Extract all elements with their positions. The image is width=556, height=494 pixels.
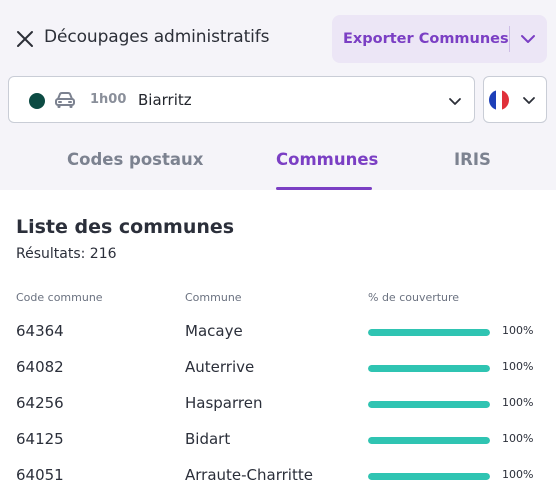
isochrone-selector[interactable]: 1h00 Biarritz xyxy=(8,76,475,123)
close-icon xyxy=(17,31,33,47)
coverage-label: 100% xyxy=(502,432,534,445)
coverage-label: 100% xyxy=(502,396,534,409)
duration-label: 1h00 xyxy=(90,92,127,107)
export-button[interactable]: Exporter Communes xyxy=(332,15,547,63)
list-title: Liste des communes xyxy=(16,216,235,238)
country-selector[interactable] xyxy=(483,76,547,123)
chevron-down-icon xyxy=(521,35,536,43)
commune-code: 64051 xyxy=(16,466,64,484)
panel-title: Découpages administratifs xyxy=(44,27,270,47)
coverage-bar xyxy=(368,473,490,480)
commune-code: 64364 xyxy=(16,322,64,340)
chevron-down-icon xyxy=(449,98,461,105)
coverage-bar xyxy=(368,329,490,336)
status-dot xyxy=(29,93,45,109)
tab-bar: Codes postaux Communes IRIS xyxy=(0,150,556,190)
coverage-bar xyxy=(368,365,490,372)
header: Découpages administratifs Exporter Commu… xyxy=(0,0,556,76)
table-row[interactable]: 64256 Hasparren 100% xyxy=(0,394,556,430)
table-row[interactable]: 64125 Bidart 100% xyxy=(0,430,556,466)
commune-name: Bidart xyxy=(185,430,231,448)
france-flag-icon xyxy=(489,90,509,110)
city-label: Biarritz xyxy=(138,91,192,109)
column-header-commune[interactable]: Commune xyxy=(185,291,242,304)
coverage-bar-fill xyxy=(368,473,490,480)
coverage-bar xyxy=(368,437,490,444)
coverage-bar-fill xyxy=(368,329,490,336)
coverage-bar-fill xyxy=(368,437,490,444)
tab-codes-postaux[interactable]: Codes postaux xyxy=(67,150,204,169)
column-header-code[interactable]: Code commune xyxy=(16,291,103,304)
close-button[interactable] xyxy=(15,29,35,49)
commune-name: Auterrive xyxy=(185,358,255,376)
coverage-bar-fill xyxy=(368,365,490,372)
results-count: Résultats: 216 xyxy=(16,246,117,262)
commune-code: 64125 xyxy=(16,430,64,448)
chevron-down-icon xyxy=(523,97,535,104)
coverage-label: 100% xyxy=(502,324,534,337)
commune-name: Hasparren xyxy=(185,394,263,412)
tab-communes[interactable]: Communes xyxy=(276,150,379,169)
export-button-label: Exporter Communes xyxy=(343,31,509,47)
export-divider xyxy=(508,26,510,52)
coverage-bar-fill xyxy=(368,401,490,408)
commune-name: Arraute-Charritte xyxy=(185,466,313,484)
table-row[interactable]: 64082 Auterrive 100% xyxy=(0,358,556,394)
coverage-label: 100% xyxy=(502,468,534,481)
export-menu-button[interactable] xyxy=(510,15,547,63)
commune-name: Macaye xyxy=(185,322,243,340)
coverage-bar xyxy=(368,401,490,408)
coverage-label: 100% xyxy=(502,360,534,373)
tab-iris[interactable]: IRIS xyxy=(454,150,491,169)
commune-code: 64082 xyxy=(16,358,64,376)
commune-code: 64256 xyxy=(16,394,64,412)
active-tab-indicator xyxy=(276,187,372,190)
column-header-coverage[interactable]: % de couverture xyxy=(368,291,460,304)
table-row[interactable]: 64364 Macaye 100% xyxy=(0,322,556,358)
car-icon xyxy=(55,92,75,108)
table-row[interactable]: 64051 Arraute-Charritte 100% xyxy=(0,466,556,494)
